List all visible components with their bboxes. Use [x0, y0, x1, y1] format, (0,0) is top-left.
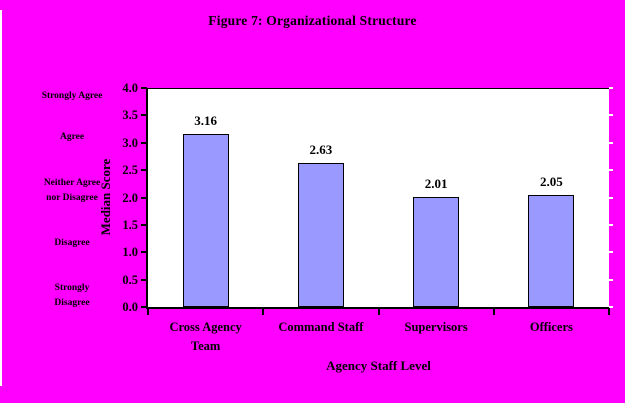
category-label-line: Officers — [529, 320, 573, 334]
y-tick-label: 1.0 — [122, 245, 138, 260]
y-tick-mark — [141, 141, 147, 144]
category-label-supervisors: Supervisors — [378, 318, 494, 337]
likert-label-neither-agree-nor-disagree: Neither Agree nor Disagree — [8, 176, 136, 206]
y-tick-label: 1.5 — [122, 217, 138, 232]
y-tick-mark — [141, 278, 147, 281]
x-axis-title: Agency Staff Level — [326, 358, 431, 373]
bar-value-label: 2.01 — [424, 175, 448, 191]
likert-label-line: Strongly Agree — [41, 90, 103, 101]
bar-value-label: 2.63 — [309, 142, 333, 157]
likert-label-strongly-disagree: Strongly Disagree — [8, 281, 136, 311]
category-label-line: Team — [190, 339, 221, 353]
bar-value-label: 3.16 — [194, 112, 217, 128]
y-tick-mark — [141, 87, 147, 89]
y-tick-mark — [141, 306, 147, 308]
y-tick-mark-right — [609, 141, 613, 144]
y-tick-mark — [141, 196, 147, 199]
likert-label-line: Neither Agree — [43, 177, 101, 188]
likert-label-strongly-agree: Strongly Agree — [8, 89, 136, 104]
category-label-officers: Officers — [493, 318, 609, 337]
y-axis-line — [146, 88, 148, 309]
category-label-line: Supervisors — [404, 320, 468, 334]
likert-label-line: Disagree — [54, 237, 90, 248]
x-axis-line — [146, 307, 610, 309]
y-tick-mark-right — [609, 223, 613, 226]
y-tick-label: 3.0 — [122, 135, 138, 150]
category-label-cross-agency-team: Cross Agency Team — [148, 318, 264, 356]
x-tick-mark — [147, 309, 149, 315]
y-tick-mark-right — [609, 114, 613, 117]
x-tick-mark — [608, 309, 610, 315]
bar-value-label: 2.05 — [540, 173, 563, 189]
bar-command-staff — [297, 163, 344, 307]
y-tick-mark-right — [609, 306, 613, 308]
bar-officers — [528, 194, 575, 307]
y-tick-label: 2.5 — [122, 163, 138, 178]
y-tick-label: 2.0 — [122, 190, 138, 205]
bar-cross-agency-team — [182, 133, 229, 307]
bar-supervisors — [413, 196, 460, 307]
category-label-command-staff: Command Staff — [263, 318, 379, 337]
y-tick-mark-right — [609, 278, 613, 281]
y-tick-mark-right — [609, 251, 613, 254]
y-tick-mark-right — [609, 87, 613, 89]
chart-title: Figure 7: Organizational Structure — [208, 13, 417, 28]
x-tick-mark — [377, 309, 380, 315]
y-axis-title: Median Score — [98, 158, 113, 236]
likert-label-line: Strongly — [54, 283, 90, 293]
left-edge-line — [0, 10, 2, 386]
y-tick-label: 3.5 — [122, 108, 138, 123]
y-tick-mark — [141, 169, 147, 172]
x-tick-mark — [492, 309, 495, 315]
likert-label-line: Agree — [59, 132, 85, 143]
y-tick-label: 0.0 — [122, 300, 138, 314]
y-tick-mark-right — [609, 196, 613, 199]
y-tick-mark — [141, 251, 147, 254]
likert-label-disagree: Disagree — [8, 236, 136, 251]
y-tick-mark — [141, 223, 147, 226]
y-tick-label: 4.0 — [122, 81, 138, 95]
likert-label-line: nor Disagree — [46, 192, 98, 203]
likert-label-agree: Agree — [8, 130, 136, 145]
x-tick-mark — [262, 309, 265, 315]
y-tick-mark — [141, 114, 147, 117]
category-label-line: Command Staff — [278, 320, 364, 334]
category-label-line: Cross Agency — [169, 320, 242, 334]
y-tick-mark-right — [609, 169, 613, 172]
y-tick-label: 0.5 — [122, 272, 138, 287]
likert-label-line: Disagree — [54, 298, 90, 308]
